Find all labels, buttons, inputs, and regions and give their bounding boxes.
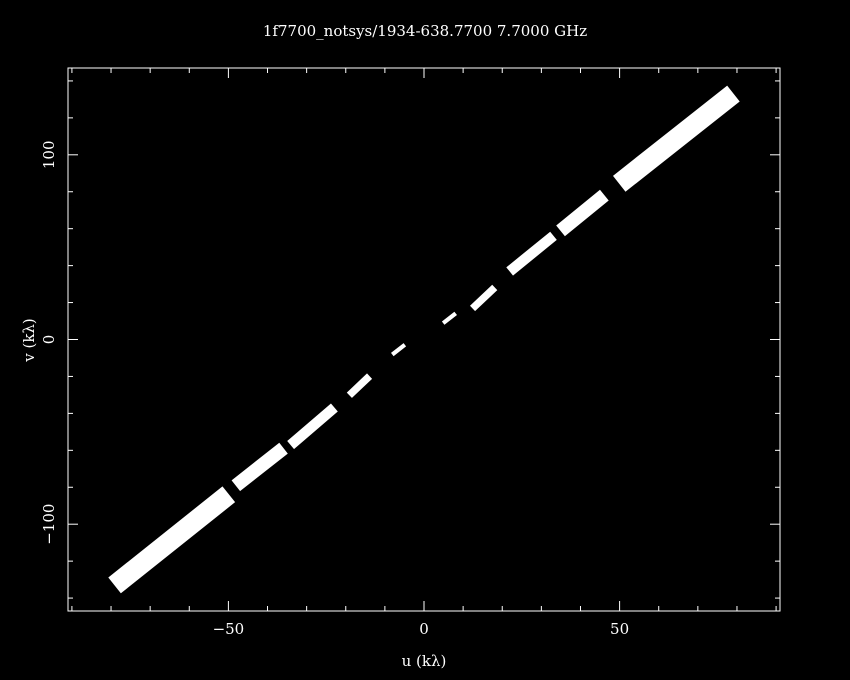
uv-track-segment [346, 373, 373, 398]
y-tick-label: 0 [40, 335, 58, 345]
uv-track-segment [612, 85, 740, 192]
axis-ticks [68, 68, 780, 611]
uv-track-segment [441, 311, 458, 325]
y-tick-label: −100 [40, 504, 58, 545]
x-tick-label: 50 [610, 620, 629, 638]
x-axis-label: u (kλ) [402, 652, 447, 670]
x-tick-label: −50 [213, 620, 245, 638]
y-axis-label: v (kλ) [20, 318, 38, 363]
uv-track-segment [469, 284, 498, 312]
uv-track-segment [287, 403, 338, 450]
uv-track-segment [390, 343, 407, 357]
x-tick-label: 0 [419, 620, 429, 638]
uv-track-segment [506, 231, 557, 276]
tick-labels: −50 0 50 −100 0 100 [40, 140, 629, 638]
y-tick-label: 100 [40, 140, 58, 169]
uv-track-segment [108, 486, 236, 594]
uv-track-segment [231, 442, 288, 492]
uv-track-segment [556, 189, 609, 237]
chart-title: 1f7700_notsys/1934-638.7700 7.7000 GHz [263, 22, 587, 40]
uv-tracks [108, 85, 740, 594]
